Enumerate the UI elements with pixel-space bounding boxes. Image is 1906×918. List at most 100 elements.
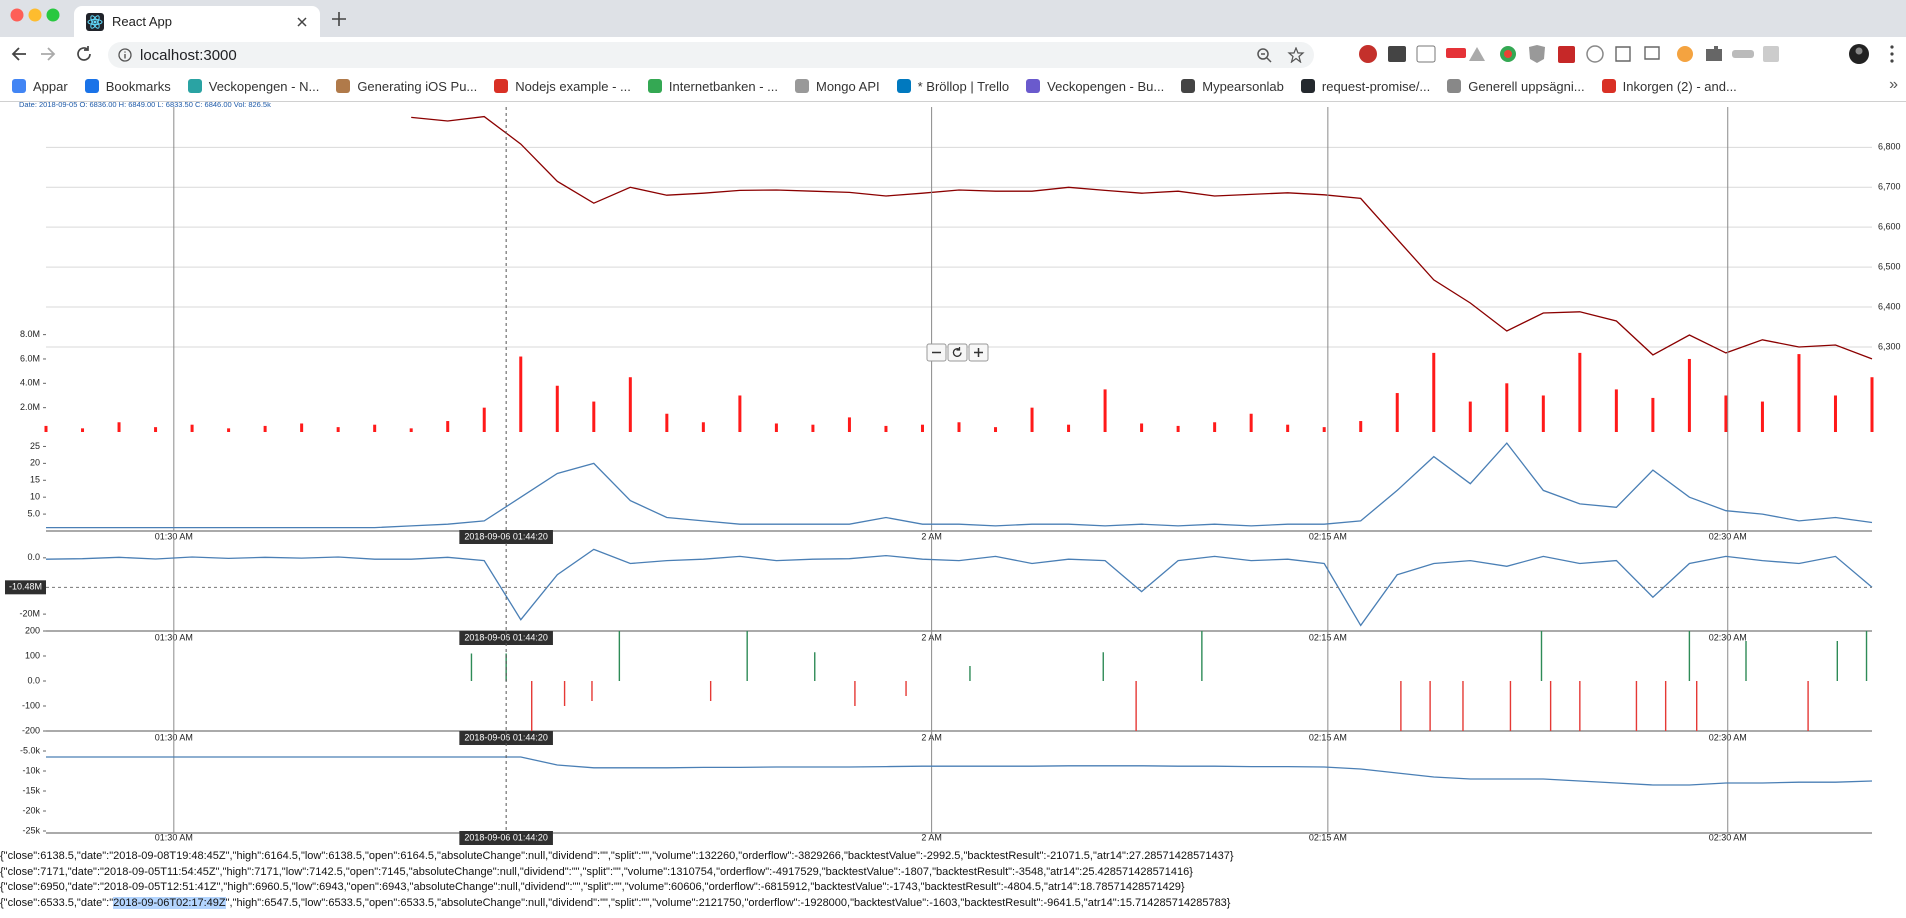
tab[interactable]: React App <box>74 6 320 37</box>
bookmark-star[interactable] <box>1287 47 1305 63</box>
y-tick-label: -10k <box>22 765 40 775</box>
bookmark[interactable]: Inkorgen (2) - and... <box>1601 79 1737 94</box>
bookmark-label: Bookmarks <box>105 78 171 94</box>
y-tick-label: -20M <box>19 608 40 618</box>
volume-bar <box>847 417 851 432</box>
data-line <box>45 548 1873 627</box>
volume-bar <box>519 356 523 432</box>
data-line <box>411 115 1873 360</box>
bookmark[interactable]: Veckopengen - Bu... <box>1026 79 1164 94</box>
back-button[interactable] <box>11 47 26 61</box>
volume-bar <box>1687 358 1691 432</box>
bookmark-icon <box>187 79 202 93</box>
volume-bar <box>1614 389 1618 432</box>
tab-bar: React App <box>0 0 1906 37</box>
volume-bar <box>300 423 304 432</box>
menu[interactable] <box>1890 45 1894 49</box>
y-tick-label: 6,400 <box>1878 301 1901 311</box>
bookmark[interactable]: Veckopengen - N... <box>187 79 319 94</box>
ext-icon[interactable] <box>1558 46 1575 63</box>
bookmark[interactable]: request-promise/... <box>1300 79 1430 94</box>
data-line <box>46 442 1873 529</box>
volume-bar <box>592 401 596 432</box>
omnibox-actions <box>1257 47 1305 63</box>
volume-bar <box>994 427 998 432</box>
volume-bar <box>1651 397 1655 432</box>
new-tab[interactable] <box>331 11 347 27</box>
ext-icon[interactable] <box>1732 50 1754 58</box>
bookmark-label: * Bröllop | Trello <box>917 78 1010 94</box>
bookmark-label: Nodejs example - ... <box>515 78 631 94</box>
zoom-window[interactable] <box>46 8 60 22</box>
bookmark[interactable]: Mongo API <box>795 79 880 94</box>
bookmark-label: Mongo API <box>816 78 880 94</box>
bookmarks-overflow[interactable]: » <box>1889 76 1898 93</box>
x-tick-label: 02:30 AM <box>1709 832 1747 842</box>
bookmark-icon <box>1181 79 1196 93</box>
y-tick-label: 4.0M <box>20 378 40 388</box>
y-tick-label: -100 <box>22 700 40 710</box>
reload-button[interactable] <box>77 46 91 61</box>
ext-icon[interactable] <box>1529 45 1545 63</box>
bookmark[interactable]: Bookmarks <box>84 78 171 94</box>
y-tick-label: 200 <box>25 625 40 635</box>
ext-icon[interactable] <box>1446 48 1466 58</box>
y-tick-label: 6,300 <box>1878 341 1901 351</box>
console-line: {"close":7171,"date":"2018-09-05T11:54:4… <box>0 865 1193 878</box>
ext-icon[interactable] <box>1615 46 1631 62</box>
volume-bar <box>1140 423 1144 432</box>
volume-bar <box>1213 422 1217 432</box>
volume-bar <box>1432 352 1436 432</box>
y-tick-label: -200 <box>22 725 40 735</box>
extensions <box>1359 44 1894 64</box>
ext-icon[interactable] <box>1359 45 1377 63</box>
ext-icon[interactable] <box>1416 45 1436 63</box>
bookmark[interactable]: Generell uppsägni... <box>1447 79 1585 94</box>
minimize-window[interactable] <box>28 8 42 22</box>
zoom-controls <box>926 343 989 362</box>
bookmark[interactable]: Internetbanken - ... <box>647 79 778 94</box>
volume-bar <box>1176 425 1180 432</box>
bookmark[interactable]: Mypearsonlab <box>1181 79 1284 94</box>
console-text: {"close":6533.5,"date":" <box>0 896 114 909</box>
bookmark[interactable]: * Bröllop | Trello <box>896 78 1010 94</box>
volume-bar <box>1249 413 1253 432</box>
ext-icon[interactable] <box>1706 46 1722 61</box>
ext-icon[interactable] <box>1644 46 1660 60</box>
close-tab[interactable] <box>296 16 308 28</box>
ext-icon[interactable] <box>1586 45 1604 63</box>
volume-bar <box>227 428 231 432</box>
bookmark-icon <box>896 79 911 93</box>
volume-bar <box>665 413 669 432</box>
y-tick-label: 6,500 <box>1878 261 1901 271</box>
close-window[interactable] <box>10 8 24 22</box>
bookmark[interactable]: Nodejs example - ... <box>494 79 631 94</box>
forward-button[interactable] <box>41 47 56 61</box>
console-text: ","high":6547.5,"low":6533.5,"open":6533… <box>225 896 1231 909</box>
zoom-reset[interactable] <box>947 343 968 362</box>
bookmark-icon <box>647 79 662 93</box>
omnibox[interactable]: localhost:3000 <box>108 42 1314 68</box>
bookmark[interactable]: Generating iOS Pu... <box>336 79 477 94</box>
volume-bar <box>1322 427 1326 432</box>
ext-icon[interactable] <box>1677 46 1693 62</box>
ext-icon[interactable] <box>1388 46 1406 62</box>
bookmark-icon <box>795 79 809 93</box>
y-tick-label: -20k <box>22 805 40 815</box>
volume-bar <box>920 424 924 432</box>
site-info[interactable] <box>118 48 132 62</box>
volume-bar <box>738 395 742 432</box>
ext-icon[interactable] <box>1469 47 1485 61</box>
volume-bar <box>81 428 85 432</box>
console-line: {"close":6533.5,"date":"2018-09-06T02:17… <box>0 896 1906 912</box>
ext-icon[interactable] <box>1763 46 1779 62</box>
x-tick-label: 01:30 AM <box>155 531 193 541</box>
favicon <box>86 13 104 31</box>
bookmark[interactable]: Appar <box>12 79 68 94</box>
y-tick-label: -5.0k <box>20 745 41 755</box>
tab-title: React App <box>112 14 172 29</box>
volume-bar <box>701 422 705 432</box>
y-tick-label: 2.0M <box>20 402 40 412</box>
